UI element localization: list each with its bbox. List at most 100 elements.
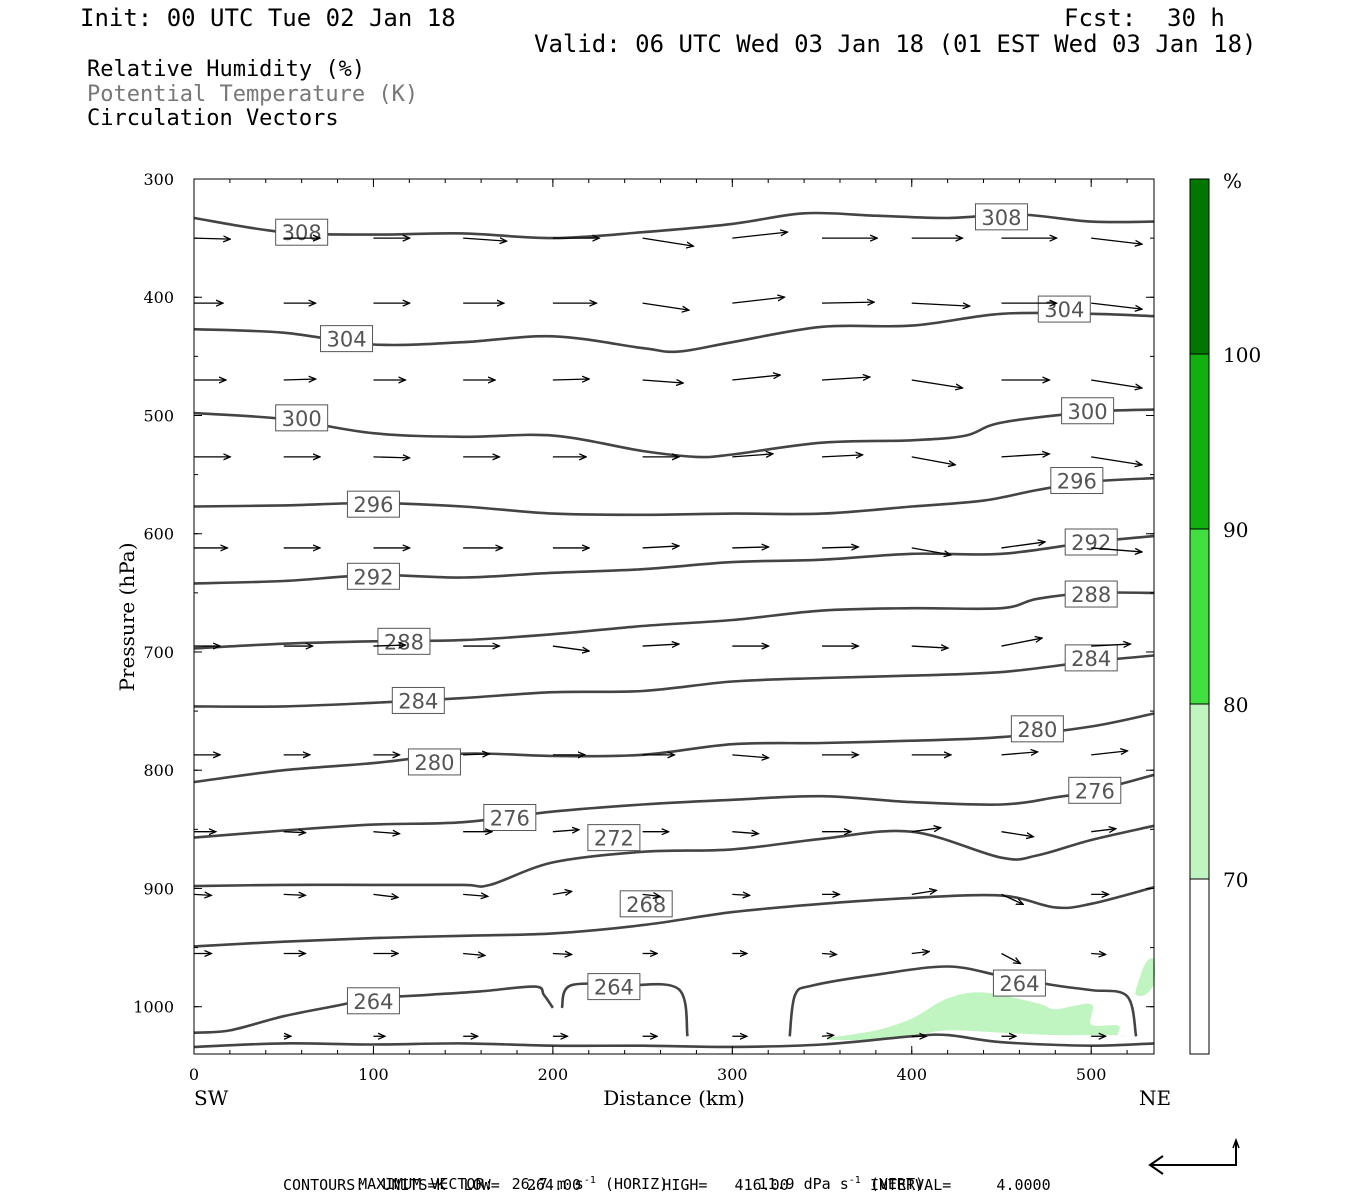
x-tick-label: 0 xyxy=(189,1065,199,1084)
circulation-vector xyxy=(1091,302,1142,309)
x-tick-label: 200 xyxy=(538,1065,569,1084)
x-tick-label: 300 xyxy=(717,1065,748,1084)
circulation-vector xyxy=(283,832,306,833)
colorbar-segment xyxy=(1190,179,1209,354)
circulation-vector xyxy=(1001,638,1042,647)
circulation-vector xyxy=(1091,953,1106,954)
theta-contour-label: 268 xyxy=(626,893,666,917)
circulation-vector xyxy=(193,238,230,239)
theta-contour-label: 308 xyxy=(981,206,1021,230)
x-axis-label: Distance (km) xyxy=(603,1086,745,1110)
circulation-vector xyxy=(1001,542,1045,549)
circulation-vector xyxy=(911,890,937,896)
theta-contour-label: 288 xyxy=(384,630,424,654)
rh-fill-layer xyxy=(827,958,1156,1041)
y-axis-label: Pressure (hPa) xyxy=(115,543,139,692)
theta-contour-label-box xyxy=(391,686,445,714)
circulation-vector xyxy=(552,953,572,954)
theta-contour-label: 284 xyxy=(1071,647,1111,671)
circulation-vector xyxy=(732,547,768,548)
theta-contour-label-box xyxy=(1050,467,1104,495)
circulation-vector xyxy=(1091,237,1142,244)
circulation-vector xyxy=(1001,752,1037,755)
x-tick-label: 400 xyxy=(896,1065,927,1084)
circulation-vector xyxy=(642,380,684,383)
circulation-vector xyxy=(821,953,837,954)
y-tick-label: 800 xyxy=(143,761,174,780)
max-vector-line: MAXIMUM VECTOR: 26.7 m s-1 (HORIZ) 11.9 … xyxy=(340,1157,924,1193)
circulation-vector xyxy=(1091,644,1130,646)
theta-contour-label: 292 xyxy=(1071,531,1111,555)
theta-contour-line xyxy=(788,965,1138,1037)
circulation-vector xyxy=(1001,454,1049,457)
theta-contour-label: 276 xyxy=(490,807,530,831)
circulation-vector xyxy=(642,894,660,896)
init-time: Init: 00 UTC Tue 02 Jan 18 xyxy=(80,4,456,32)
theta-contour-label-box xyxy=(1061,397,1115,425)
vert-suffix: (VERT) xyxy=(869,1175,925,1193)
circulation-vector xyxy=(911,456,956,465)
circulation-vector xyxy=(373,894,398,897)
y-tick-label: 1000 xyxy=(133,998,174,1017)
horiz-exponent: -1 xyxy=(583,1175,596,1186)
y-tick-label: 700 xyxy=(143,643,174,662)
theta-contour-label-box xyxy=(1064,528,1118,556)
circulation-vector xyxy=(552,891,572,894)
horiz-max-value: 26.7 m s xyxy=(511,1175,584,1193)
circulation-vector xyxy=(1001,831,1033,837)
colorbar-level-label: 100 xyxy=(1223,343,1261,367)
circulation-vector xyxy=(463,754,489,755)
theta-contour-label-box xyxy=(992,969,1046,997)
circulation-vector-layer xyxy=(193,232,1142,1036)
theta-contour-label-box xyxy=(1064,580,1118,608)
theta-contour-label-box xyxy=(1037,295,1091,323)
axis-layer: 0 100 200 300 400 500 300 400 500 600 700 800 900 100… xyxy=(133,170,1154,1084)
theta-contour-label: 284 xyxy=(398,689,438,713)
rh-area xyxy=(827,992,1128,1041)
y-tick-label: 400 xyxy=(143,288,174,307)
theta-contour-line xyxy=(193,534,1155,585)
x-start-label: SW xyxy=(194,1086,229,1110)
circulation-vector xyxy=(732,375,780,381)
x-end-label: NE xyxy=(1139,1086,1171,1110)
theta-contour-label-box xyxy=(587,973,641,1001)
circulation-vector xyxy=(911,303,970,306)
circulation-vector xyxy=(911,646,948,648)
contours-info-line: CONTOURS: UNITS=K LOW= 264.00 HIGH= 416.… xyxy=(283,1176,1051,1194)
theta-contour-label: 308 xyxy=(282,221,322,245)
circulation-vector xyxy=(732,832,758,834)
circulation-vector xyxy=(552,830,579,832)
circulation-vector xyxy=(552,645,589,651)
circulation-vector xyxy=(1091,751,1127,756)
theta-contour-label-box xyxy=(377,627,431,655)
circulation-vector xyxy=(822,455,863,457)
theta-contour-label-box xyxy=(320,325,374,353)
circulation-vector xyxy=(1091,547,1142,552)
theta-contour-line xyxy=(193,824,1155,888)
circulation-vector xyxy=(463,953,485,955)
theta-contour-label: 288 xyxy=(1071,583,1111,607)
theta-contour-label: 264 xyxy=(594,976,634,1000)
theta-contour-label: 300 xyxy=(1068,400,1108,424)
theta-contour-label: 304 xyxy=(326,328,366,352)
theta-contour-label-box xyxy=(407,748,461,776)
circulation-vector xyxy=(642,302,689,310)
theta-contour-label-box xyxy=(1068,776,1122,804)
colorbar-level-label: 80 xyxy=(1223,693,1248,717)
theta-contour-layer: 308 308 304 304 300 300 296 296 292 292 288 288 284 2… xyxy=(193,203,1155,1049)
circulation-vector xyxy=(642,237,694,246)
circulation-vector xyxy=(373,832,399,834)
circulation-vector xyxy=(732,894,749,895)
y-tick-label: 300 xyxy=(143,170,174,189)
vert-max-value: 11.9 dPa s xyxy=(758,1175,849,1193)
theta-contour-label-box xyxy=(346,490,400,518)
theta-contour-label: 292 xyxy=(353,565,393,589)
field-vectors-label: Circulation Vectors xyxy=(87,106,339,131)
theta-contour-label: 280 xyxy=(1017,718,1057,742)
theta-contour-line xyxy=(193,712,1155,784)
theta-contour-line xyxy=(193,476,1155,517)
forecast-hour-label: Fcst: xyxy=(1064,4,1137,32)
plot-frame xyxy=(193,178,1155,1055)
theta-contour-line xyxy=(193,773,1155,839)
